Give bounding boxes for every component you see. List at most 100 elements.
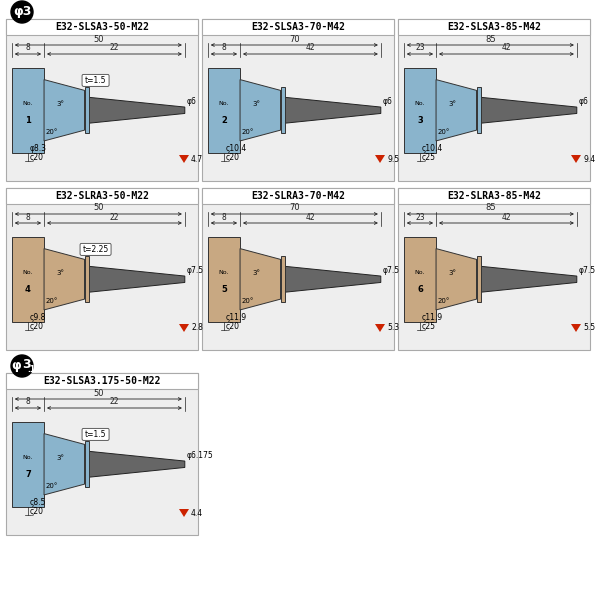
Text: 3°: 3° [449, 270, 457, 276]
FancyBboxPatch shape [6, 373, 198, 535]
Polygon shape [44, 80, 85, 141]
Text: 50: 50 [93, 388, 103, 397]
Text: E32-SLRA3-85-M42: E32-SLRA3-85-M42 [447, 191, 541, 201]
Polygon shape [571, 155, 581, 163]
Text: ς20: ς20 [30, 153, 44, 162]
Polygon shape [375, 324, 385, 332]
Text: 3°: 3° [57, 101, 65, 107]
Bar [477, 87, 481, 133]
Text: 85: 85 [485, 203, 496, 212]
Text: φ6.175: φ6.175 [187, 451, 214, 460]
Text: ς8.5: ς8.5 [30, 498, 47, 507]
Polygon shape [571, 324, 581, 332]
Bar [202, 188, 394, 204]
Text: 85: 85 [485, 34, 496, 43]
Polygon shape [375, 155, 385, 163]
Text: 8: 8 [25, 43, 30, 52]
Text: 3°: 3° [57, 455, 65, 461]
Text: No.: No. [23, 270, 33, 275]
Text: 4.4: 4.4 [191, 508, 203, 517]
Bar [280, 256, 285, 302]
Text: φ7.5: φ7.5 [383, 266, 400, 275]
Text: ς25: ς25 [422, 153, 436, 162]
Text: 4: 4 [25, 285, 31, 294]
Polygon shape [436, 248, 477, 310]
Text: ς11.9: ς11.9 [226, 313, 247, 322]
Bar [404, 236, 436, 322]
Text: 20°: 20° [438, 129, 450, 135]
Bar [477, 256, 481, 302]
Text: φ6: φ6 [579, 97, 589, 106]
Text: ς20: ς20 [30, 507, 44, 516]
Text: φ: φ [11, 359, 21, 371]
Text: 23: 23 [415, 212, 425, 221]
Text: ς20: ς20 [226, 322, 240, 331]
Bar [12, 236, 44, 322]
Text: 8: 8 [25, 212, 30, 221]
Text: φ7.5: φ7.5 [579, 266, 596, 275]
Text: 8: 8 [222, 212, 226, 221]
Text: 42: 42 [306, 212, 315, 221]
Text: No.: No. [219, 270, 229, 275]
Text: No.: No. [415, 270, 425, 275]
FancyBboxPatch shape [80, 244, 111, 256]
FancyBboxPatch shape [82, 428, 109, 440]
Polygon shape [89, 267, 185, 292]
Text: 3°: 3° [449, 101, 457, 107]
Text: 20°: 20° [242, 298, 254, 305]
Circle shape [11, 355, 33, 377]
FancyBboxPatch shape [6, 188, 198, 350]
Text: E32-SLSA3-70-M42: E32-SLSA3-70-M42 [251, 22, 345, 32]
Text: 42: 42 [501, 212, 511, 221]
Text: No.: No. [415, 101, 425, 106]
Text: 20°: 20° [242, 129, 254, 135]
Text: 1: 1 [25, 116, 31, 125]
Text: 50: 50 [93, 34, 103, 43]
Text: 7: 7 [25, 470, 31, 479]
Text: No.: No. [23, 101, 33, 106]
Text: φ6: φ6 [383, 97, 393, 106]
Text: 3°: 3° [57, 270, 65, 276]
FancyBboxPatch shape [202, 188, 394, 350]
Text: φ8.3: φ8.3 [30, 144, 47, 153]
Text: 8: 8 [222, 43, 226, 52]
FancyBboxPatch shape [82, 74, 109, 86]
Bar [398, 19, 590, 35]
Polygon shape [436, 80, 477, 141]
FancyBboxPatch shape [398, 188, 590, 350]
Text: E32-SLRA3-70-M42: E32-SLRA3-70-M42 [251, 191, 345, 201]
Text: E32-SLRA3-50-M22: E32-SLRA3-50-M22 [55, 191, 149, 201]
Text: ς25: ς25 [422, 322, 436, 331]
Text: No.: No. [219, 101, 229, 106]
Text: No.: No. [23, 455, 33, 460]
FancyBboxPatch shape [398, 19, 590, 181]
Text: .175: .175 [27, 364, 46, 373]
FancyBboxPatch shape [202, 19, 394, 181]
Bar [85, 441, 89, 487]
Bar [398, 188, 590, 204]
Bar [85, 87, 89, 133]
Text: E32-SLSA3-50-M22: E32-SLSA3-50-M22 [55, 22, 149, 32]
Text: ς10.4: ς10.4 [422, 144, 443, 153]
Bar [208, 236, 240, 322]
Text: φ6: φ6 [187, 97, 197, 106]
Text: 8: 8 [25, 397, 30, 406]
Text: 4.7: 4.7 [191, 154, 203, 163]
Polygon shape [44, 248, 85, 310]
Text: E32-SLSA3-85-M42: E32-SLSA3-85-M42 [447, 22, 541, 32]
Text: 42: 42 [306, 43, 315, 52]
Bar [6, 373, 198, 389]
Polygon shape [285, 97, 381, 123]
Bar [202, 19, 394, 35]
Polygon shape [179, 509, 189, 517]
Text: 2.8: 2.8 [191, 323, 203, 332]
Polygon shape [179, 324, 189, 332]
Text: 2: 2 [221, 116, 227, 125]
Polygon shape [89, 451, 185, 477]
Text: ς20: ς20 [30, 322, 44, 331]
Bar [6, 19, 198, 35]
Text: 20°: 20° [438, 298, 450, 305]
Polygon shape [285, 267, 381, 292]
Text: 22: 22 [110, 212, 119, 221]
Text: φ7.5: φ7.5 [187, 266, 204, 275]
